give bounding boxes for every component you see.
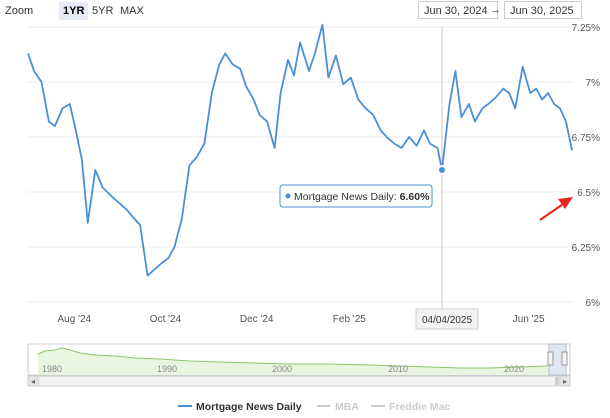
tooltip-dot-icon	[285, 193, 291, 199]
zoom-label: Zoom	[5, 5, 34, 17]
zoom-5yr-button[interactable]: 5YR	[92, 5, 114, 17]
x-tick-label: Oct '24	[150, 314, 182, 325]
legend-label: Mortgage News Daily	[196, 401, 302, 413]
y-tick-label: 6.5%	[577, 188, 600, 199]
x-tick-label: Aug '24	[58, 314, 92, 325]
legend-item-freddie-mac[interactable]: Freddie Mac	[371, 401, 450, 413]
y-tick-label: 7.25%	[572, 23, 600, 34]
x-tick-label: Jun '25	[513, 314, 545, 325]
series-line-mortgage-news-daily[interactable]	[27, 23, 573, 277]
zoom-max-button[interactable]: MAX	[120, 5, 144, 17]
tooltip-series-name: Mortgage News Daily	[294, 191, 395, 203]
legend-item-mba[interactable]: MBA	[317, 401, 359, 413]
zoom-1yr-button[interactable]: 1YR	[59, 2, 89, 20]
scroll-right-arrow-icon: ▸	[563, 377, 567, 386]
crosshair-date-label: 04/04/2025	[415, 308, 479, 330]
legend: Mortgage News Daily MBA Freddie Mac	[178, 401, 450, 413]
range-to-input[interactable]: Jun 30, 2025	[504, 1, 582, 19]
tooltip-value: 6.60%	[400, 191, 430, 203]
y-tick-label: 6.75%	[572, 133, 600, 144]
scroll-left-button[interactable]	[27, 375, 39, 387]
navigator-area	[38, 348, 548, 375]
legend-item-mortgage-news-daily[interactable]: Mortgage News Daily	[178, 401, 302, 413]
crosshair-date-box	[415, 308, 479, 330]
navigator-left-handle[interactable]	[547, 351, 554, 366]
navigator[interactable]: 1980 1990 2000 2010 2020 ◂ ▸	[27, 343, 571, 387]
x-axis: Aug '24 Oct '24 Dec '24 Feb '25 Jun '25	[58, 314, 546, 325]
y-tick-label: 6%	[586, 298, 601, 309]
crosshair-date-text: 04/04/2025	[422, 315, 472, 326]
red-arrow-annotation	[539, 197, 573, 221]
y-axis: 6% 6.25% 6.5% 6.75% 7% 7.25%	[572, 23, 600, 309]
scroll-left-arrow-icon: ◂	[31, 377, 35, 386]
tooltip-colon: :	[394, 191, 400, 203]
x-tick-label: Dec '24	[240, 314, 274, 325]
navigator-tick-label: 2000	[272, 364, 292, 374]
x-tick-label: Feb '25	[333, 314, 366, 325]
range-from-input[interactable]: Jun 30, 2024	[418, 1, 498, 19]
grid-lines	[28, 26, 572, 303]
range-selector-bar: Zoom 1YR 5YR MAX Jun 30, 2024 → Jun 30, …	[0, 0, 610, 22]
red-arrow-shaft	[539, 201, 567, 221]
navigator-tick-label: 1980	[42, 364, 62, 374]
navigator-tick-label: 2020	[504, 364, 524, 374]
range-arrow-icon: →	[490, 4, 501, 16]
red-arrow-head-icon	[558, 197, 573, 209]
legend-label: Freddie Mac	[389, 401, 450, 413]
y-tick-label: 7%	[586, 78, 601, 89]
navigator-right-handle[interactable]	[561, 351, 568, 366]
tooltip-box	[279, 184, 433, 208]
tooltip-text: Mortgage News Daily: 6.60%	[294, 191, 430, 203]
navigator-tick-label: 2010	[388, 364, 408, 374]
navigator-line	[37, 347, 549, 369]
tooltip: Mortgage News Daily: 6.60%	[279, 184, 433, 208]
y-tick-label: 6.25%	[572, 243, 600, 254]
scrollbar-thumb[interactable]	[555, 377, 559, 385]
hover-point[interactable]	[436, 165, 447, 175]
navigator-tick-label: 1990	[157, 364, 177, 374]
scroll-right-button[interactable]	[559, 375, 571, 387]
navigator-scrollbar[interactable]	[27, 375, 571, 387]
legend-label: MBA	[335, 401, 359, 413]
